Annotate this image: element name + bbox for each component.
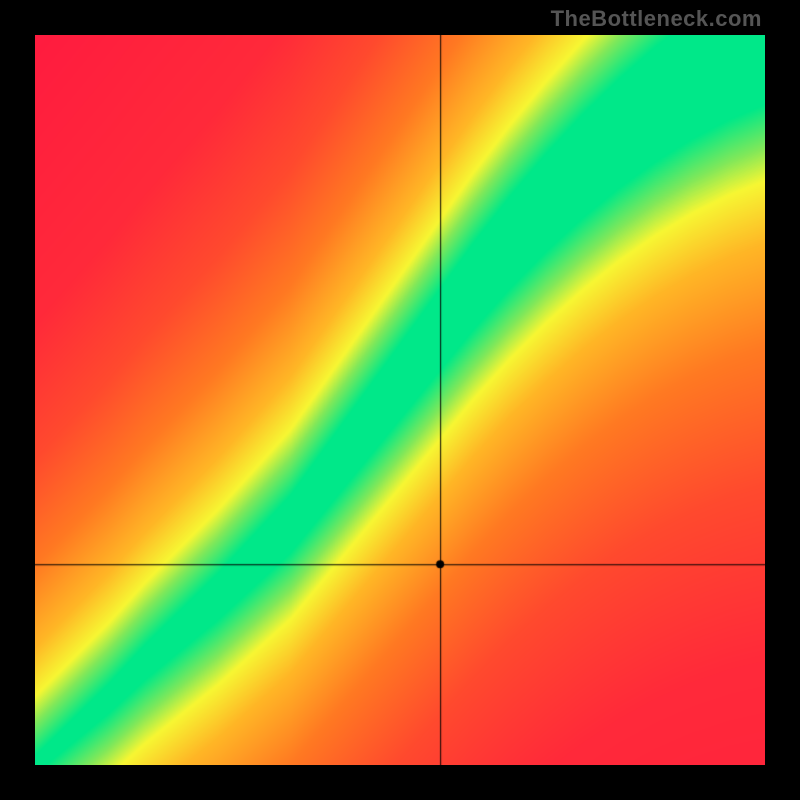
chart-container: TheBottleneck.com xyxy=(0,0,800,800)
watermark-label: TheBottleneck.com xyxy=(551,6,762,32)
heatmap-canvas xyxy=(35,35,765,765)
heatmap-plot xyxy=(35,35,765,765)
